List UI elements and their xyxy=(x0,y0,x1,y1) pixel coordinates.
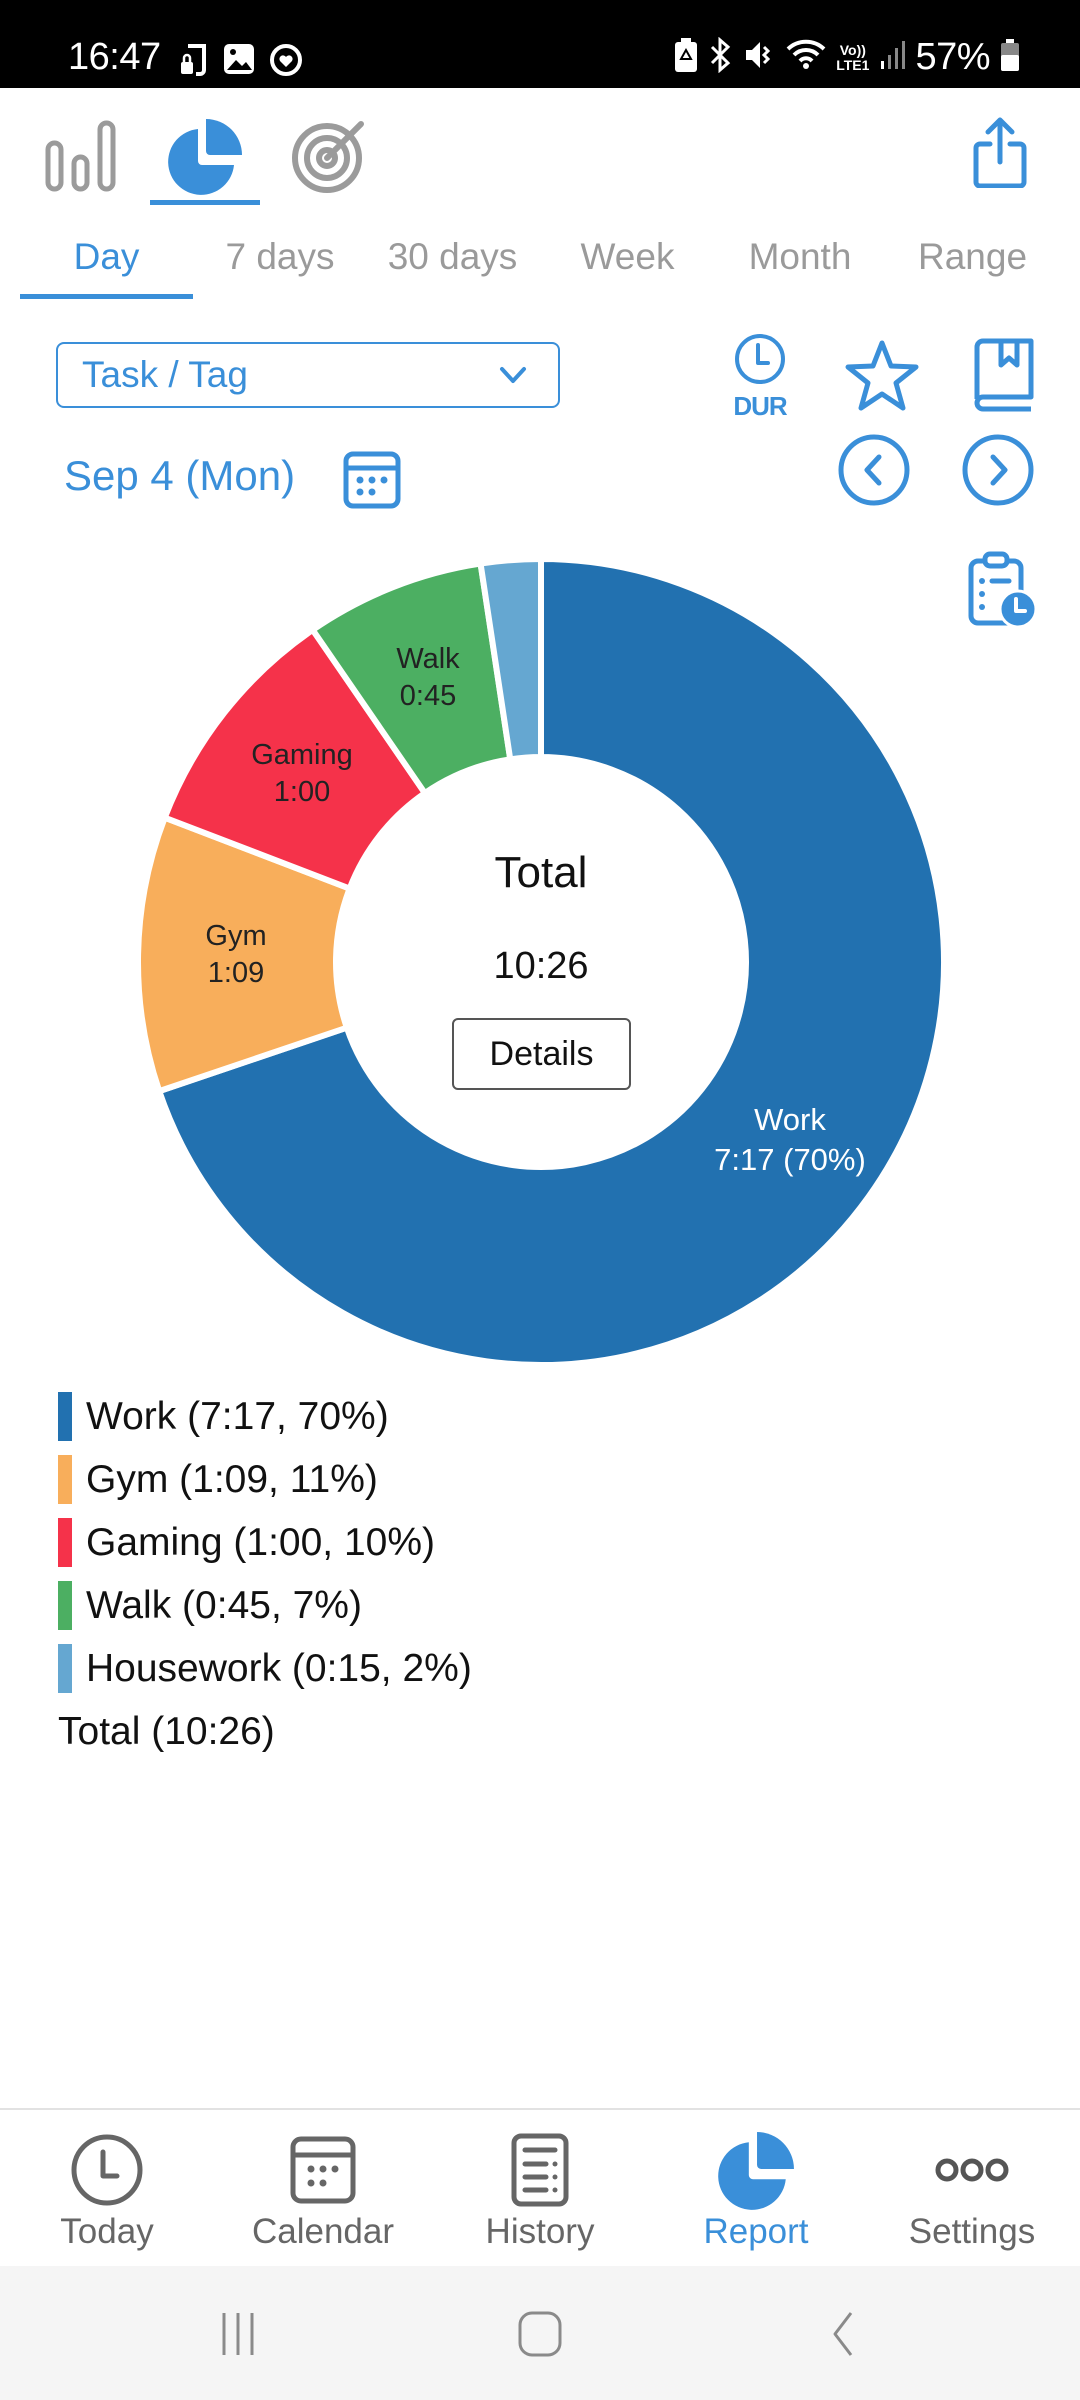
legend-swatch-gym xyxy=(58,1455,72,1504)
donut-chart[interactable] xyxy=(0,520,1080,1380)
favorite-button[interactable] xyxy=(838,334,926,420)
nav-history[interactable]: History xyxy=(440,2110,640,2268)
task-log-button[interactable] xyxy=(960,550,1042,634)
battery-saver-icon xyxy=(674,37,698,78)
chart-legend: Work (7:17, 70%) Gym (1:09, 11%) Gaming … xyxy=(58,1385,472,1763)
donut-slice-work[interactable] xyxy=(156,556,947,1368)
calendar-icon xyxy=(289,2132,357,2208)
pie-chart-icon xyxy=(716,2132,796,2210)
book-icon xyxy=(971,337,1037,418)
recents-button[interactable] xyxy=(198,2306,278,2366)
tab-7-days[interactable]: 7 days xyxy=(225,236,335,277)
target-icon xyxy=(291,118,367,199)
history-list-icon xyxy=(510,2132,570,2208)
clipboard-clock-icon xyxy=(965,551,1038,634)
legend-swatch-housework xyxy=(58,1644,72,1693)
bottom-navigation: Today Calendar History Report Settings xyxy=(0,2108,1080,2266)
previous-day-button[interactable] xyxy=(834,432,914,512)
nav-settings[interactable]: Settings xyxy=(872,2110,1072,2268)
heart-circle-icon xyxy=(268,42,304,83)
pie-chart-tab[interactable] xyxy=(150,108,260,208)
slice-label-gaming: Gaming 1:00 xyxy=(251,739,353,808)
tab-range[interactable]: Range xyxy=(917,236,1028,277)
goal-tab[interactable] xyxy=(274,108,384,208)
donut-slice-gym[interactable] xyxy=(135,814,353,1095)
status-bar: 16:47 Vo)) LTE1 57% xyxy=(0,0,1080,88)
battery-icon xyxy=(1000,37,1020,78)
bluetooth-icon xyxy=(708,36,734,78)
tab-30-days[interactable]: 30 days xyxy=(387,236,518,277)
tab-day[interactable]: Day xyxy=(73,236,140,277)
legend-swatch-walk xyxy=(58,1581,72,1630)
home-button[interactable] xyxy=(500,2306,580,2366)
legend-total: Total (10:26) xyxy=(58,1709,275,1753)
calendar-icon xyxy=(342,450,402,515)
back-icon xyxy=(827,2310,857,2363)
slice-label-walk: Walk 0:45 xyxy=(396,643,460,712)
system-navigation-bar xyxy=(0,2266,1080,2400)
legend-item-housework: Housework (0:15, 2%) xyxy=(58,1637,472,1700)
donut-center-total: 10:26 xyxy=(493,945,589,987)
clock-icon xyxy=(733,332,787,391)
legend-item-gaming: Gaming (1:00, 10%) xyxy=(58,1511,472,1574)
group-by-dropdown[interactable]: Task / Tag xyxy=(56,342,560,408)
status-time: 16:47 xyxy=(68,36,161,78)
nav-report[interactable]: Report xyxy=(656,2110,856,2268)
signal-icon xyxy=(879,37,906,78)
slice-label-gym: Gym 1:09 xyxy=(205,920,267,989)
duration-label: DUR xyxy=(733,391,787,421)
bar-chart-tab[interactable] xyxy=(26,108,136,208)
chevron-down-icon xyxy=(496,358,530,401)
bookmark-book-button[interactable] xyxy=(960,332,1048,422)
clock-icon xyxy=(69,2132,145,2208)
home-icon xyxy=(517,2310,563,2363)
music-lock-icon xyxy=(178,42,210,83)
period-tabs: Day 7 days 30 days Week Month Range xyxy=(0,236,1080,302)
nav-calendar[interactable]: Calendar xyxy=(223,2110,423,2268)
battery-percent: 57% xyxy=(915,36,990,78)
share-icon xyxy=(972,116,1028,193)
donut-center-title: Total xyxy=(494,848,588,897)
gallery-icon xyxy=(222,42,256,83)
pie-chart-icon xyxy=(166,117,244,200)
more-dots-icon xyxy=(934,2132,1010,2208)
donut-slice-housework[interactable] xyxy=(477,556,544,763)
group-by-value: Task / Tag xyxy=(82,354,248,395)
nav-today[interactable]: Today xyxy=(7,2110,207,2268)
volte-lte1-icon: Vo)) LTE1 xyxy=(836,41,870,73)
chart-type-tabs xyxy=(0,88,1080,218)
recents-icon xyxy=(216,2311,260,2362)
legend-item-work: Work (7:17, 70%) xyxy=(58,1385,472,1448)
calendar-picker-button[interactable] xyxy=(336,446,408,518)
legend-item-gym: Gym (1:09, 11%) xyxy=(58,1448,472,1511)
mute-icon xyxy=(744,37,776,78)
legend-item-walk: Walk (0:45, 7%) xyxy=(58,1574,472,1637)
date-label[interactable]: Sep 4 (Mon) xyxy=(64,452,296,499)
wifi-icon xyxy=(786,37,826,78)
star-icon xyxy=(844,338,920,417)
tab-month[interactable]: Month xyxy=(748,236,852,277)
duration-toggle-button[interactable]: DUR xyxy=(714,332,806,422)
legend-swatch-work xyxy=(58,1392,72,1441)
details-button[interactable]: Details xyxy=(452,1018,631,1090)
bar-chart-icon xyxy=(44,119,118,198)
share-button[interactable] xyxy=(960,114,1040,194)
slice-label-work: Work 7:17 (70%) xyxy=(714,1102,866,1177)
period-active-indicator xyxy=(20,294,193,299)
tab-week[interactable]: Week xyxy=(580,236,675,277)
chevron-left-circle-icon xyxy=(837,433,911,512)
chevron-right-circle-icon xyxy=(961,433,1035,512)
legend-swatch-gaming xyxy=(58,1518,72,1567)
back-button[interactable] xyxy=(802,2306,882,2366)
next-day-button[interactable] xyxy=(958,432,1038,512)
chart-type-active-indicator xyxy=(150,200,260,205)
